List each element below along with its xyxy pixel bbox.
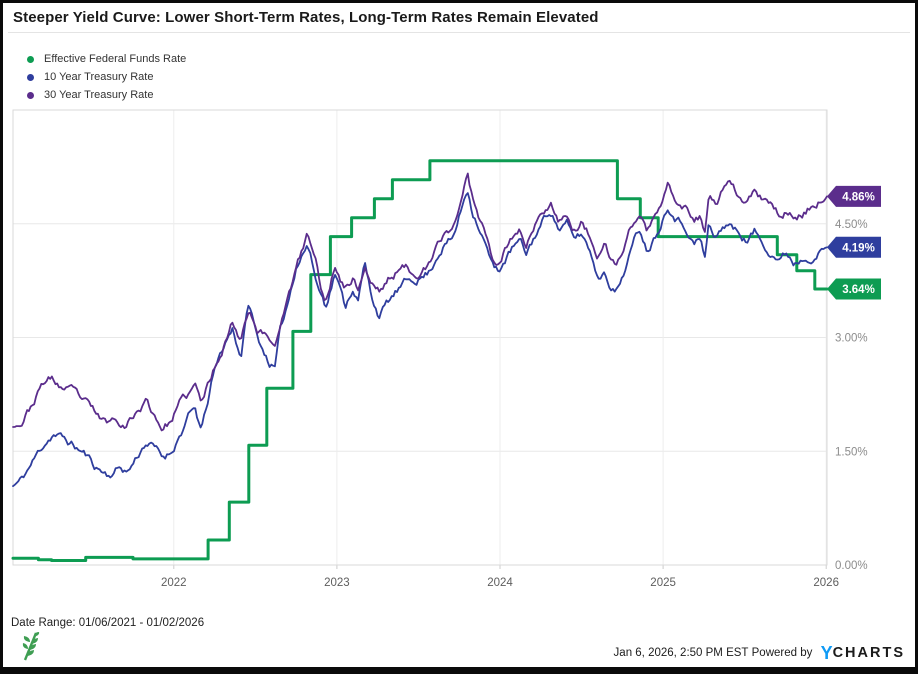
leaf-blade (27, 650, 34, 656)
y-axis-tick-label: 4.50% (835, 219, 868, 231)
badge-flag-icon (827, 236, 881, 258)
x-axis-tick-label: 2023 (324, 577, 350, 589)
powered-by-label: Powered by (748, 647, 816, 659)
ycharts-logo[interactable]: Y CHARTS (821, 644, 905, 662)
legend-item-effective-federal-funds-rate[interactable]: Effective Federal Funds Rate (27, 50, 186, 68)
end-value-badge-10-year-treasury-rate: 4.19% (827, 236, 881, 258)
badge-value: 4.19% (842, 242, 875, 254)
date-range-label: Date Range: 01/06/2021 - 01/02/2026 (11, 617, 205, 629)
leaf-blade (34, 632, 40, 637)
badge-flag-icon (827, 278, 881, 300)
leaf-blade (23, 636, 30, 642)
footer-attribution: Jan 6, 2026, 2:50 PM EST Powered by Y CHA… (614, 644, 905, 662)
x-axis-tick-label: 2024 (487, 577, 513, 589)
x-axis-tick-label: 2022 (161, 577, 187, 589)
end-value-badge-30-year-treasury-rate: 4.86% (827, 185, 881, 207)
y-axis-tick-label: 3.00% (835, 333, 868, 345)
series-line-10-year-treasury-rate (12, 192, 828, 487)
badge-flag-icon (827, 185, 881, 207)
legend-label: Effective Federal Funds Rate (44, 53, 187, 65)
ycharts-logo-text: CHARTS (832, 644, 905, 661)
badge-value: 4.86% (842, 191, 875, 203)
end-value-badge-effective-federal-funds-rate: 3.64% (827, 278, 881, 300)
leaf-blade (22, 643, 28, 649)
title-divider (8, 32, 910, 33)
legend-label: 10 Year Treasury Rate (44, 71, 154, 83)
plot-border (12, 109, 828, 566)
x-axis-tick-label: 2026 (813, 577, 839, 589)
ycharts-leaf-logo (22, 632, 40, 661)
leaf-blade (31, 638, 38, 644)
legend-marker-icon (27, 73, 34, 81)
leaf-blade (29, 644, 36, 650)
y-axis-tick-label: 0.00% (835, 560, 868, 572)
series-line-30-year-treasury-rate (12, 172, 828, 432)
legend-marker-icon (27, 91, 34, 99)
x-axis-tick-label: 2025 (650, 577, 676, 589)
legend: Effective Federal Funds Rate 10 Year Trea… (27, 50, 186, 104)
series-line-effective-federal-funds-rate (11, 159, 829, 562)
footer-timestamp: Jan 6, 2026, 2:50 PM EST (613, 647, 749, 659)
legend-item-10-year-treasury-rate[interactable]: 10 Year Treasury Rate (27, 68, 186, 86)
ycharts-logo-y: Y (820, 643, 833, 663)
legend-item-30-year-treasury-rate[interactable]: 30 Year Treasury Rate (27, 86, 186, 104)
page-title: Steeper Yield Curve: Lower Short-Term Ra… (13, 9, 599, 26)
legend-label: 30 Year Treasury Rate (44, 89, 154, 101)
y-axis-tick-label: 1.50% (835, 446, 868, 458)
badge-value: 3.64% (842, 284, 875, 296)
legend-marker-icon (27, 55, 34, 63)
